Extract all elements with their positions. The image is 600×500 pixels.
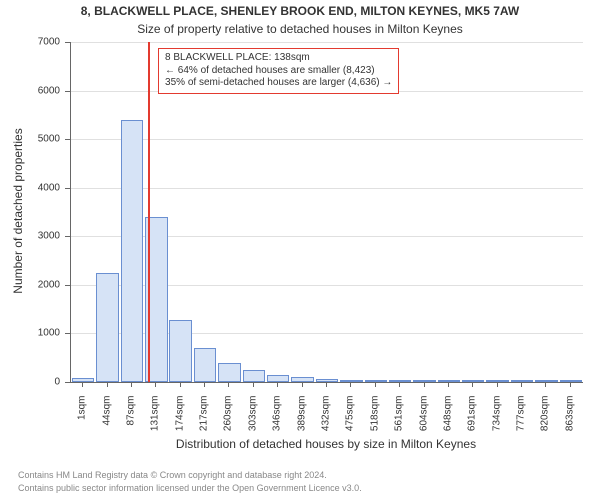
histogram-bar bbox=[243, 370, 265, 382]
plot-area: 8 BLACKWELL PLACE: 138sqm← 64% of detach… bbox=[70, 42, 583, 383]
xtick-mark bbox=[570, 382, 571, 387]
xtick-mark bbox=[448, 382, 449, 387]
ytick-mark bbox=[65, 188, 70, 189]
ytick-label: 7000 bbox=[0, 37, 60, 48]
annotation-box: 8 BLACKWELL PLACE: 138sqm← 64% of detach… bbox=[158, 48, 399, 94]
annotation-line: 8 BLACKWELL PLACE: 138sqm bbox=[165, 52, 392, 65]
xtick-label: 777sqm bbox=[516, 396, 527, 496]
xtick-mark bbox=[253, 382, 254, 387]
xtick-mark bbox=[302, 382, 303, 387]
annotation-line: 35% of semi-detached houses are larger (… bbox=[165, 77, 392, 90]
xtick-label: 260sqm bbox=[223, 396, 234, 496]
xtick-label: 217sqm bbox=[199, 396, 210, 496]
annotation-line: ← 64% of detached houses are smaller (8,… bbox=[165, 65, 392, 78]
chart-title-line2: Size of property relative to detached ho… bbox=[0, 22, 600, 36]
histogram-bar bbox=[194, 348, 216, 382]
ytick-mark bbox=[65, 333, 70, 334]
xtick-mark bbox=[497, 382, 498, 387]
xtick-label: 863sqm bbox=[564, 396, 575, 496]
ytick-label: 3000 bbox=[0, 231, 60, 242]
ytick-label: 0 bbox=[0, 377, 60, 388]
histogram-bar bbox=[96, 273, 118, 382]
xtick-label: 389sqm bbox=[296, 396, 307, 496]
xtick-label: 518sqm bbox=[369, 396, 380, 496]
xtick-mark bbox=[326, 382, 327, 387]
ytick-label: 5000 bbox=[0, 134, 60, 145]
footer-line2: Contains public sector information licen… bbox=[18, 483, 362, 493]
xtick-label: 44sqm bbox=[101, 396, 112, 496]
xtick-mark bbox=[521, 382, 522, 387]
xtick-mark bbox=[350, 382, 351, 387]
xtick-label: 820sqm bbox=[540, 396, 551, 496]
xtick-label: 648sqm bbox=[442, 396, 453, 496]
xtick-mark bbox=[180, 382, 181, 387]
xtick-label: 475sqm bbox=[345, 396, 356, 496]
histogram-bar bbox=[218, 363, 240, 382]
ytick-mark bbox=[65, 236, 70, 237]
ytick-label: 2000 bbox=[0, 279, 60, 290]
chart-container: 8, BLACKWELL PLACE, SHENLEY BROOK END, M… bbox=[0, 0, 600, 500]
xtick-mark bbox=[204, 382, 205, 387]
ytick-label: 1000 bbox=[0, 328, 60, 339]
histogram-bar bbox=[438, 380, 460, 382]
histogram-bar bbox=[169, 320, 191, 382]
xtick-mark bbox=[375, 382, 376, 387]
histogram-bar bbox=[560, 380, 582, 382]
xtick-mark bbox=[155, 382, 156, 387]
xtick-label: 87sqm bbox=[125, 396, 136, 496]
histogram-bar bbox=[121, 120, 143, 382]
xtick-label: 131sqm bbox=[150, 396, 161, 496]
ytick-label: 6000 bbox=[0, 85, 60, 96]
chart-title-line1: 8, BLACKWELL PLACE, SHENLEY BROOK END, M… bbox=[0, 4, 600, 18]
xtick-label: 604sqm bbox=[418, 396, 429, 496]
ytick-mark bbox=[65, 139, 70, 140]
xtick-label: 561sqm bbox=[394, 396, 405, 496]
histogram-bar bbox=[267, 375, 289, 382]
xtick-label: 432sqm bbox=[321, 396, 332, 496]
property-indicator-line bbox=[148, 42, 150, 382]
xtick-label: 346sqm bbox=[272, 396, 283, 496]
ytick-mark bbox=[65, 42, 70, 43]
ytick-mark bbox=[65, 382, 70, 383]
xtick-label: 1sqm bbox=[77, 396, 88, 496]
ytick-label: 4000 bbox=[0, 182, 60, 193]
xtick-mark bbox=[107, 382, 108, 387]
xtick-label: 691sqm bbox=[467, 396, 478, 496]
xtick-mark bbox=[228, 382, 229, 387]
ytick-mark bbox=[65, 91, 70, 92]
xtick-mark bbox=[399, 382, 400, 387]
ytick-mark bbox=[65, 285, 70, 286]
xtick-label: 174sqm bbox=[174, 396, 185, 496]
xtick-mark bbox=[424, 382, 425, 387]
xtick-mark bbox=[131, 382, 132, 387]
xtick-mark bbox=[545, 382, 546, 387]
xtick-label: 734sqm bbox=[491, 396, 502, 496]
xtick-mark bbox=[277, 382, 278, 387]
xtick-label: 303sqm bbox=[247, 396, 258, 496]
xtick-mark bbox=[472, 382, 473, 387]
xtick-mark bbox=[82, 382, 83, 387]
